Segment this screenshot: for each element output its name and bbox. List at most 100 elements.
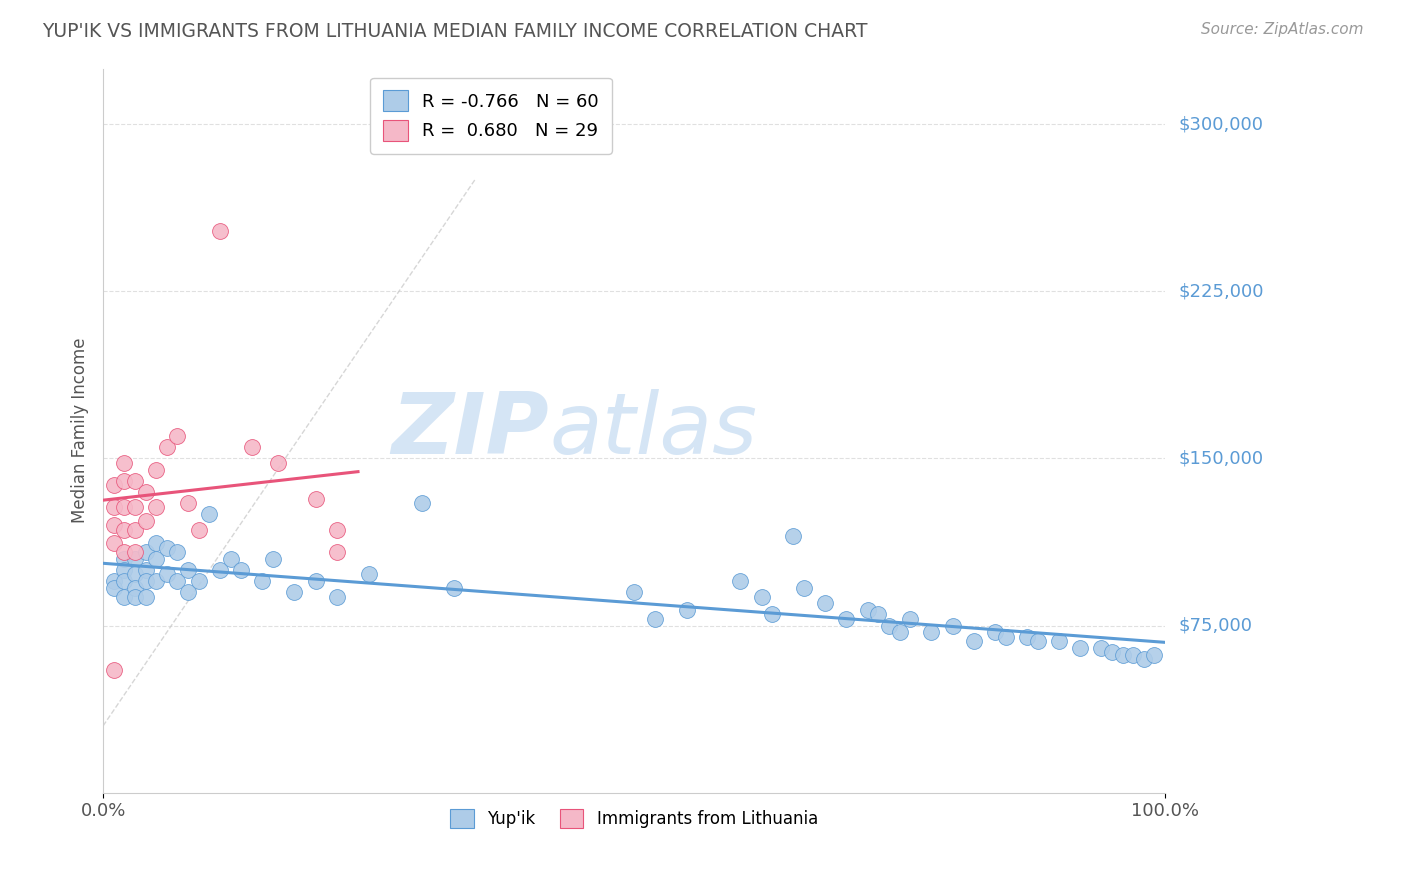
- Y-axis label: Median Family Income: Median Family Income: [72, 338, 89, 524]
- Point: [177, 585, 200, 599]
- Point: [1101, 645, 1123, 659]
- Point: [730, 574, 752, 588]
- Point: [304, 574, 326, 588]
- Point: [135, 484, 157, 499]
- Point: [889, 625, 911, 640]
- Point: [112, 500, 135, 515]
- Point: [920, 625, 942, 640]
- Point: [124, 590, 146, 604]
- Point: [326, 590, 349, 604]
- Point: [198, 507, 221, 521]
- Point: [156, 440, 179, 454]
- Point: [112, 545, 135, 559]
- Text: $150,000: $150,000: [1180, 450, 1264, 467]
- Point: [124, 500, 146, 515]
- Point: [1069, 640, 1091, 655]
- Text: $225,000: $225,000: [1180, 283, 1264, 301]
- Text: Source: ZipAtlas.com: Source: ZipAtlas.com: [1201, 22, 1364, 37]
- Point: [103, 518, 125, 533]
- Point: [283, 585, 305, 599]
- Text: YUP'IK VS IMMIGRANTS FROM LITHUANIA MEDIAN FAMILY INCOME CORRELATION CHART: YUP'IK VS IMMIGRANTS FROM LITHUANIA MEDI…: [42, 22, 868, 41]
- Point: [145, 462, 167, 476]
- Point: [112, 551, 135, 566]
- Point: [112, 563, 135, 577]
- Point: [112, 523, 135, 537]
- Point: [103, 663, 125, 677]
- Point: [112, 474, 135, 488]
- Point: [145, 500, 167, 515]
- Text: $75,000: $75,000: [1180, 616, 1253, 634]
- Text: atlas: atlas: [550, 389, 758, 472]
- Point: [112, 456, 135, 470]
- Point: [145, 574, 167, 588]
- Point: [963, 634, 986, 648]
- Point: [644, 612, 666, 626]
- Point: [326, 545, 349, 559]
- Point: [166, 429, 188, 443]
- Point: [156, 541, 179, 555]
- Point: [877, 618, 900, 632]
- Point: [103, 478, 125, 492]
- Point: [103, 574, 125, 588]
- Point: [135, 590, 157, 604]
- Point: [135, 545, 157, 559]
- Point: [145, 551, 167, 566]
- Point: [177, 563, 200, 577]
- Point: [124, 551, 146, 566]
- Point: [326, 523, 349, 537]
- Point: [1111, 648, 1133, 662]
- Point: [1133, 652, 1156, 666]
- Point: [177, 496, 200, 510]
- Point: [793, 581, 815, 595]
- Point: [1090, 640, 1112, 655]
- Point: [984, 625, 1007, 640]
- Point: [103, 536, 125, 550]
- Point: [835, 612, 858, 626]
- Point: [187, 523, 209, 537]
- Point: [231, 563, 253, 577]
- Point: [124, 523, 146, 537]
- Point: [782, 529, 804, 543]
- Point: [103, 581, 125, 595]
- Point: [103, 500, 125, 515]
- Point: [156, 567, 179, 582]
- Point: [112, 590, 135, 604]
- Legend: Yup'ik, Immigrants from Lithuania: Yup'ik, Immigrants from Lithuania: [443, 803, 825, 835]
- Point: [751, 590, 773, 604]
- Point: [240, 440, 263, 454]
- Point: [411, 496, 433, 510]
- Point: [135, 563, 157, 577]
- Text: $300,000: $300,000: [1180, 115, 1264, 133]
- Point: [304, 491, 326, 506]
- Point: [1047, 634, 1070, 648]
- Point: [145, 536, 167, 550]
- Point: [166, 574, 188, 588]
- Point: [898, 612, 921, 626]
- Point: [1015, 630, 1038, 644]
- Point: [262, 551, 284, 566]
- Text: ZIP: ZIP: [391, 389, 550, 472]
- Point: [1122, 648, 1144, 662]
- Point: [623, 585, 645, 599]
- Point: [761, 607, 783, 622]
- Point: [208, 563, 231, 577]
- Point: [856, 603, 879, 617]
- Point: [166, 545, 188, 559]
- Point: [443, 581, 465, 595]
- Point: [187, 574, 209, 588]
- Point: [124, 567, 146, 582]
- Point: [676, 603, 699, 617]
- Point: [252, 574, 274, 588]
- Point: [994, 630, 1017, 644]
- Point: [208, 224, 231, 238]
- Point: [124, 581, 146, 595]
- Point: [942, 618, 965, 632]
- Point: [868, 607, 890, 622]
- Point: [124, 474, 146, 488]
- Point: [135, 574, 157, 588]
- Point: [135, 514, 157, 528]
- Point: [357, 567, 380, 582]
- Point: [1143, 648, 1166, 662]
- Point: [1026, 634, 1049, 648]
- Point: [219, 551, 242, 566]
